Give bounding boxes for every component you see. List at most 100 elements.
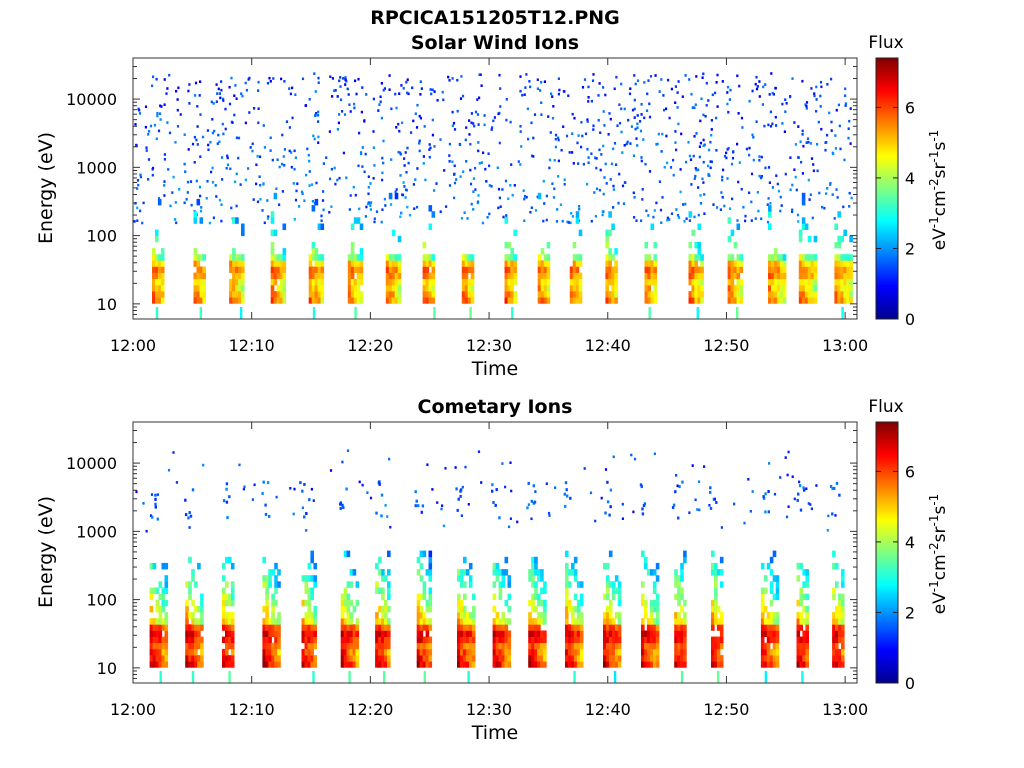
spectrogram-cell	[268, 618, 272, 625]
spectrogram-cell	[573, 593, 578, 601]
spectrogram-cell	[193, 284, 198, 292]
spectrogram-cell	[679, 190, 682, 194]
spectrogram-cell	[359, 223, 364, 230]
spectrogram-cell	[303, 483, 306, 486]
spectrogram-cell	[835, 661, 839, 668]
spectrogram-cell	[474, 166, 477, 170]
spectrogram-cell	[775, 587, 780, 594]
spectrogram-cell	[768, 181, 771, 184]
spectrogram-cell	[160, 291, 165, 298]
spectrogram-cell	[155, 587, 160, 594]
spectrogram-cell	[683, 550, 687, 558]
spectrogram-cell	[539, 89, 542, 92]
spectrogram-cell	[317, 110, 320, 114]
spectrogram-cell	[155, 254, 159, 261]
spectrogram-cell	[155, 655, 160, 662]
spectrogram-cell	[644, 278, 649, 286]
spectrogram-cell	[838, 648, 842, 656]
spectrogram-cell	[389, 525, 392, 529]
spectrogram-cell	[667, 78, 670, 82]
spectrogram-cell	[766, 648, 771, 656]
spectrogram-cell	[813, 254, 818, 261]
spectrogram-cell	[228, 642, 232, 650]
spectrogram-cell	[145, 529, 148, 533]
spectrogram-cell	[834, 147, 837, 150]
spectrogram-cell	[378, 636, 382, 644]
spectrogram-cell	[507, 284, 512, 292]
spectrogram-cell	[739, 291, 744, 298]
spectrogram-cell	[340, 642, 345, 650]
spectrogram-cell	[837, 235, 841, 243]
spectrogram-cell	[461, 297, 466, 304]
spectrogram-cell	[649, 599, 654, 607]
spectrogram-cell	[152, 587, 157, 594]
spectrogram-cell	[611, 630, 616, 637]
spectrogram-cell	[476, 98, 479, 101]
spectrogram-cell	[296, 182, 299, 185]
spectrogram-cell	[769, 202, 772, 205]
spectrogram-cell	[232, 272, 236, 280]
spectrogram-cell	[760, 630, 765, 637]
spectrogram-cell	[674, 575, 678, 582]
spectrogram-cell	[694, 272, 698, 280]
spectrogram-cell	[799, 587, 803, 594]
spectrogram-cell	[428, 223, 433, 230]
spectrogram-cell	[451, 110, 454, 114]
spectrogram-cell	[338, 79, 341, 83]
spectrogram-cell	[295, 189, 298, 193]
spectrogram-cell	[238, 266, 242, 273]
spectrogram-cell	[274, 581, 278, 588]
spectrogram-cell	[183, 162, 186, 166]
spectrogram-cell	[161, 636, 166, 644]
spectrogram-cell	[760, 587, 765, 594]
spectrogram-cell	[773, 272, 778, 280]
spectrogram-cell	[200, 648, 204, 656]
spectrogram-cell	[385, 272, 390, 280]
spectrogram-cell	[531, 599, 535, 607]
spectrogram-cell	[714, 605, 718, 613]
spectrogram-cell	[656, 142, 659, 146]
spectrogram-cell	[719, 661, 724, 668]
spectrogram-cell	[691, 291, 695, 298]
spectrogram-cell	[191, 569, 195, 576]
spectrogram-cell	[554, 137, 557, 141]
spectrogram-cell	[531, 581, 535, 588]
spectrogram-cell	[384, 605, 388, 613]
spectrogram-cell	[492, 605, 497, 613]
spectrogram-cell	[498, 630, 503, 637]
spectrogram-cell	[750, 200, 753, 204]
spectrogram-cell	[537, 655, 541, 662]
spectrogram-cell	[540, 278, 545, 286]
spectrogram-cell	[222, 575, 226, 582]
spectrogram-cell	[359, 297, 364, 304]
spectrogram-cell	[425, 605, 430, 613]
spectrogram-cell	[174, 218, 177, 221]
spectrogram-cell	[775, 575, 780, 582]
spectrogram-cell	[225, 556, 229, 564]
spectrogram-cell	[507, 605, 512, 613]
spectrogram-cell	[187, 148, 190, 151]
spectrogram-cell	[677, 587, 681, 594]
spectrogram-cell	[615, 75, 618, 79]
spectrogram-cell	[379, 100, 382, 104]
spectrogram-cell	[779, 278, 784, 286]
spectrogram-cell	[339, 98, 343, 102]
spectrogram-cell	[711, 599, 715, 607]
spectrogram-cell	[739, 254, 744, 261]
spectrogram-cell	[546, 297, 551, 304]
spectrogram-cell	[406, 205, 409, 209]
spectrogram-cell	[397, 297, 402, 304]
spectrogram-cell	[277, 661, 281, 668]
spectrogram-cell	[415, 499, 418, 503]
spectrogram-cell	[156, 114, 159, 118]
spectrogram-cell	[388, 88, 391, 91]
spectrogram-cell	[799, 562, 803, 570]
spectrogram-cell	[573, 569, 578, 576]
spectrogram-cell	[691, 106, 694, 109]
spectrogram-cell	[476, 113, 480, 116]
spectrogram-cell	[840, 278, 844, 286]
spectrogram-cell	[152, 618, 157, 625]
spectrogram-cell	[304, 618, 309, 625]
spectrogram-cell	[725, 151, 728, 155]
spectrogram-cell	[375, 648, 379, 656]
